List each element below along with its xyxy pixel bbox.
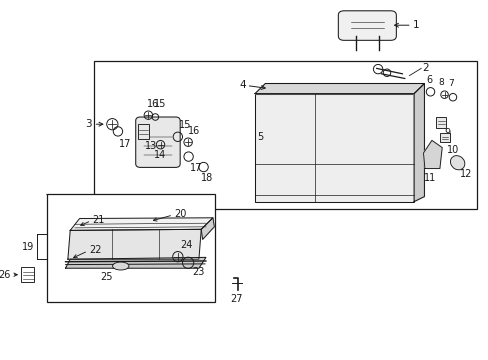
- Polygon shape: [65, 257, 205, 268]
- Text: 22: 22: [89, 245, 101, 255]
- Text: 9: 9: [443, 128, 449, 138]
- Text: 20: 20: [174, 209, 186, 219]
- Bar: [138, 124, 149, 139]
- Bar: [21, 267, 34, 282]
- Text: 6: 6: [425, 75, 431, 85]
- Text: 16: 16: [188, 126, 200, 136]
- Polygon shape: [413, 84, 424, 202]
- Bar: [93, 61, 476, 209]
- FancyBboxPatch shape: [338, 11, 396, 40]
- Polygon shape: [70, 218, 212, 230]
- Text: 4: 4: [239, 80, 245, 90]
- Text: 17: 17: [189, 163, 202, 173]
- Text: 17: 17: [119, 139, 131, 149]
- Text: 15: 15: [179, 120, 191, 130]
- Polygon shape: [201, 218, 214, 239]
- Text: 21: 21: [93, 215, 105, 225]
- Ellipse shape: [112, 262, 129, 270]
- Text: 2: 2: [421, 63, 428, 73]
- Text: 26: 26: [0, 270, 10, 280]
- Polygon shape: [68, 229, 201, 259]
- Text: 11: 11: [423, 173, 435, 183]
- Bar: [439, 133, 449, 142]
- Bar: [47, 194, 215, 302]
- Text: 8: 8: [437, 78, 443, 87]
- Text: 12: 12: [459, 169, 471, 179]
- Ellipse shape: [449, 156, 464, 170]
- Text: 7: 7: [448, 79, 453, 88]
- FancyBboxPatch shape: [136, 117, 180, 167]
- Text: 1: 1: [412, 20, 419, 30]
- Text: 13: 13: [145, 141, 157, 151]
- Text: 5: 5: [257, 132, 263, 142]
- Text: 24: 24: [180, 240, 192, 250]
- Text: 15: 15: [154, 99, 166, 109]
- Bar: [435, 117, 446, 128]
- Text: 16: 16: [147, 99, 159, 109]
- Text: 19: 19: [21, 242, 34, 252]
- Text: 10: 10: [446, 145, 458, 155]
- Text: 27: 27: [230, 294, 242, 304]
- Bar: [255, 94, 413, 202]
- Text: 23: 23: [191, 267, 204, 278]
- Polygon shape: [255, 84, 424, 94]
- Text: 14: 14: [153, 150, 165, 160]
- Text: 3: 3: [85, 119, 92, 129]
- Text: 18: 18: [201, 173, 213, 183]
- Polygon shape: [423, 140, 441, 168]
- Text: 25: 25: [100, 272, 112, 282]
